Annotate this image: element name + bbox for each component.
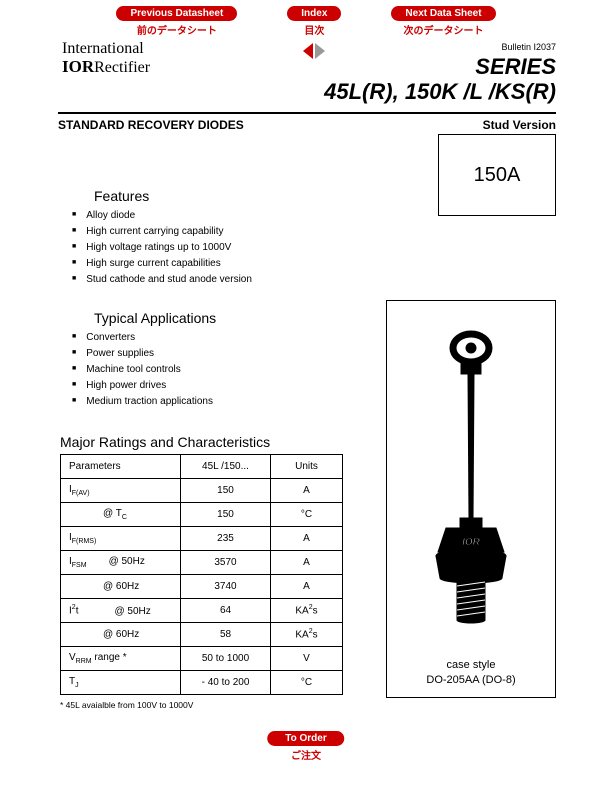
table-row: IF(RMS)235A <box>61 527 343 551</box>
list-item: Medium traction applications <box>72 394 213 410</box>
list-item: High current carrying capability <box>72 224 252 240</box>
order-link[interactable]: To Order ご注文 <box>267 731 344 762</box>
series-line2: 45L(R), 150K /L /KS(R) <box>324 79 556 104</box>
table-row: IFSM@ 50Hz3570A <box>61 551 343 575</box>
company-logo: International IORRectifier <box>62 40 150 76</box>
logo-line1: International <box>62 40 150 58</box>
table-row: TJ- 40 to 200°C <box>61 671 343 695</box>
case-line1: case style <box>426 658 515 672</box>
subheader-left: STANDARD RECOVERY DIODES <box>58 118 244 132</box>
col-parameters: Parameters <box>61 455 181 479</box>
nav-prev-label: Previous Datasheet <box>116 6 237 21</box>
nav-index[interactable]: Index 目次 <box>287 6 341 59</box>
svg-text:IOR: IOR <box>462 537 481 548</box>
list-item: Alloy diode <box>72 208 252 224</box>
applications-heading: Typical Applications <box>94 310 216 326</box>
nav-next[interactable]: Next Data Sheet 次のデータシート <box>391 6 495 59</box>
current-rating-value: 150A <box>474 164 521 187</box>
table-row: @ 60Hz58KA2s <box>61 623 343 647</box>
ratings-table: Parameters 45L /150... Units IF(AV)150A@… <box>60 454 343 695</box>
subheader-right: Stud Version <box>483 118 556 132</box>
list-item: High voltage ratings up to 1000V <box>72 240 252 256</box>
nav-index-label: Index <box>287 6 341 21</box>
case-line2: DO-205AA (DO-8) <box>426 673 515 687</box>
table-header-row: Parameters 45L /150... Units <box>61 455 343 479</box>
case-illustration-box: IOR case style DO-205AA (DO-8) <box>386 300 556 698</box>
applications-list: ConvertersPower suppliesMachine tool con… <box>72 330 213 410</box>
footnote: * 45L avaialble from 100V to 1000V <box>60 700 193 710</box>
current-rating-box: 150A <box>438 134 556 216</box>
features-list: Alloy diodeHigh current carrying capabil… <box>72 208 252 288</box>
list-item: High surge current capabilities <box>72 256 252 272</box>
logo-line2: IORRectifier <box>62 58 150 77</box>
case-label: case style DO-205AA (DO-8) <box>426 658 515 687</box>
list-item: Stud cathode and stud anode version <box>72 272 252 288</box>
diode-icon: IOR <box>426 330 516 640</box>
ratings-tbody: IF(AV)150A@ TC150°CIF(RMS)235AIFSM@ 50Hz… <box>61 479 343 695</box>
nav-prev-sub: 前のデータシート <box>116 22 237 37</box>
list-item: High power drives <box>72 378 213 394</box>
col-values: 45L /150... <box>181 455 271 479</box>
subheader: STANDARD RECOVERY DIODES Stud Version <box>58 118 556 132</box>
list-item: Power supplies <box>72 346 213 362</box>
table-row: IF(AV)150A <box>61 479 343 503</box>
list-item: Converters <box>72 330 213 346</box>
nav-next-sub: 次のデータシート <box>391 22 495 37</box>
series-line1: SERIES <box>324 54 556 79</box>
list-item: Machine tool controls <box>72 362 213 378</box>
table-row: @ TC150°C <box>61 503 343 527</box>
order-sub: ご注文 <box>267 747 344 762</box>
bulletin-id: Bulletin I2037 <box>501 42 556 52</box>
nav-index-sub: 目次 <box>287 22 341 37</box>
features-heading: Features <box>94 188 149 204</box>
col-units: Units <box>271 455 343 479</box>
table-row: @ 60Hz3740A <box>61 575 343 599</box>
table-row: VRRM range *50 to 1000V <box>61 647 343 671</box>
ratings-heading: Major Ratings and Characteristics <box>60 434 270 450</box>
order-label: To Order <box>267 731 344 746</box>
series-title: SERIES 45L(R), 150K /L /KS(R) <box>324 54 556 105</box>
nav-next-label: Next Data Sheet <box>391 6 495 21</box>
divider <box>58 112 556 114</box>
table-row: I2t@ 50Hz64KA2s <box>61 599 343 623</box>
